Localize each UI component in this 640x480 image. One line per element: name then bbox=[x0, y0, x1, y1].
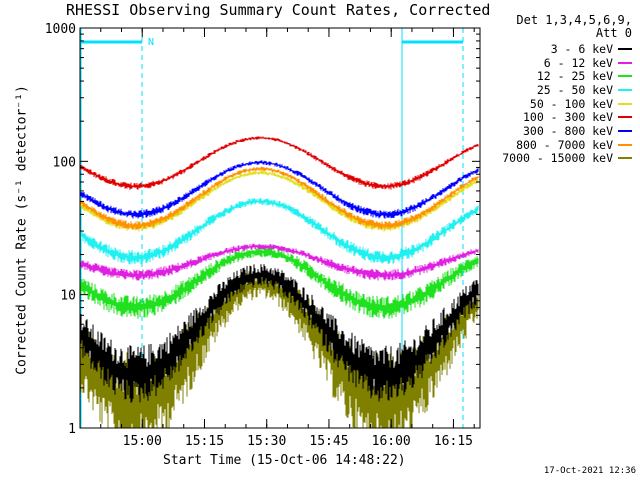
legend-entry: 25 - 50 keV bbox=[488, 83, 632, 97]
legend-entry: 6 - 12 keV bbox=[488, 56, 632, 70]
x-tick-label: 15:15 bbox=[185, 434, 224, 449]
series-trace-path bbox=[79, 136, 479, 190]
x-tick-label: 15:45 bbox=[309, 434, 348, 449]
legend-swatch bbox=[618, 116, 632, 119]
legend-header-line-1: Det 1,3,4,5,6,9, bbox=[516, 13, 632, 27]
y-tick-label: 10 bbox=[60, 289, 76, 304]
legend-swatch bbox=[618, 47, 632, 50]
legend-swatch bbox=[618, 88, 632, 91]
legend-label: 3 - 6 keV bbox=[550, 41, 613, 56]
plot-frame bbox=[79, 27, 481, 429]
x-tick-label: 16:00 bbox=[372, 434, 411, 449]
legend-label: 100 - 300 keV bbox=[522, 110, 613, 125]
x-tick-label: 16:15 bbox=[434, 434, 473, 449]
legend-label: 50 - 100 keV bbox=[529, 96, 613, 111]
legend-swatch bbox=[618, 143, 632, 146]
series-7-trace bbox=[79, 160, 479, 219]
legend-swatch bbox=[618, 129, 632, 132]
plot-timestamp: 17-Oct-2021 12:36 bbox=[543, 466, 636, 476]
legend-swatch bbox=[618, 102, 632, 105]
x-tick-label: 15:00 bbox=[123, 434, 162, 449]
y-tick-label: 1 bbox=[68, 422, 76, 437]
legend-label: 12 - 25 keV bbox=[536, 69, 613, 84]
legend-entry: 300 - 800 keV bbox=[488, 124, 632, 138]
legend-swatch bbox=[618, 61, 632, 64]
y-tick-label: 100 bbox=[53, 155, 76, 170]
x-tick-label: 15:30 bbox=[247, 434, 286, 449]
legend-header: Det 1,3,4,5,6,9, Att 0 bbox=[488, 14, 632, 40]
legend-label: 7000 - 15000 keV bbox=[502, 151, 613, 166]
legend-label: 25 - 50 keV bbox=[536, 82, 613, 97]
legend-entry: 100 - 300 keV bbox=[488, 110, 632, 124]
legend-entry: 7000 - 15000 keV bbox=[488, 151, 632, 166]
night-annotation: N bbox=[148, 37, 154, 48]
legend-swatch bbox=[618, 75, 632, 78]
legend: 3 - 6 keV 6 - 12 keV 12 - 25 keV 25 - 50 ke… bbox=[488, 42, 632, 165]
chart-title: RHESSI Observing Summary Count Rates, Co… bbox=[66, 1, 491, 19]
legend-entry: 3 - 6 keV bbox=[488, 42, 632, 56]
series-6-trace bbox=[79, 136, 479, 190]
y-axis-label: Corrected Count Rate (s⁻¹ detector⁻¹) bbox=[14, 85, 30, 375]
legend-label: 300 - 800 keV bbox=[522, 123, 613, 138]
x-axis-label: Start Time (15-Oct-06 14:48:22) bbox=[163, 453, 406, 468]
legend-label: 6 - 12 keV bbox=[543, 55, 613, 70]
series-trace-path bbox=[79, 160, 479, 219]
legend-entry: 800 - 7000 keV bbox=[488, 138, 632, 152]
legend-header-line-2: Att 0 bbox=[595, 26, 632, 40]
legend-entry: 12 - 25 keV bbox=[488, 69, 632, 83]
y-tick-label: 1000 bbox=[45, 22, 76, 37]
legend-label: 800 - 7000 keV bbox=[516, 137, 613, 152]
legend-swatch bbox=[618, 157, 632, 160]
legend-entry: 50 - 100 keV bbox=[488, 97, 632, 111]
